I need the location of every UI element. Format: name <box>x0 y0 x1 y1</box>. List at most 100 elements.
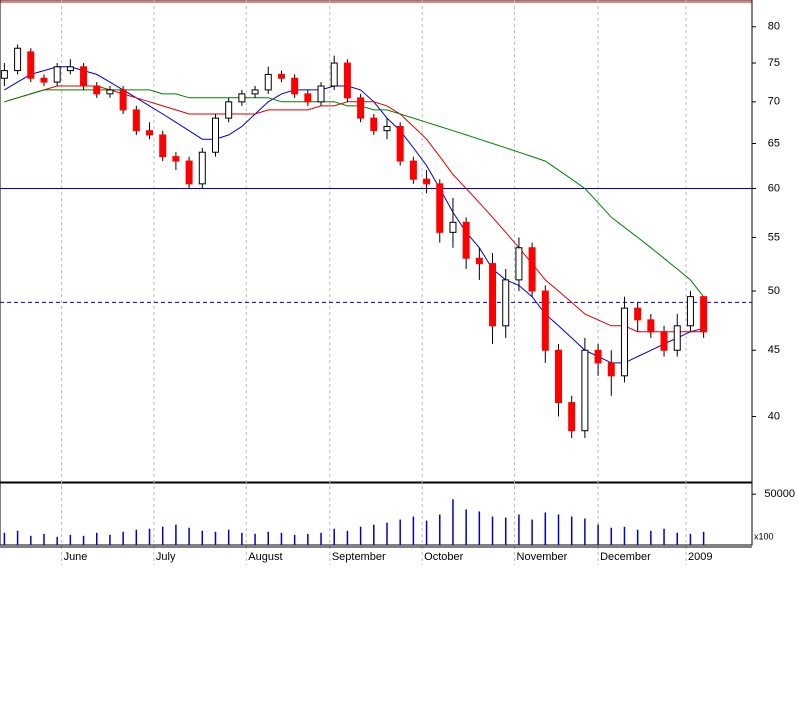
plot <box>0 44 752 545</box>
y-tick-label: 45 <box>768 344 780 356</box>
volume-bar <box>254 533 256 545</box>
volume-bar <box>676 532 678 545</box>
x-tick-label: November <box>517 551 568 563</box>
candle-body <box>620 307 628 377</box>
candle-body <box>185 160 193 185</box>
volume-bar <box>531 519 533 545</box>
candle-body <box>277 73 285 79</box>
volume-bar <box>122 531 124 545</box>
x-tick-label: June <box>64 551 88 563</box>
candle-body <box>251 89 259 95</box>
candle-body <box>172 156 180 162</box>
volume-bar <box>109 534 111 545</box>
candle-body <box>198 151 206 185</box>
x-tick-label: August <box>248 551 282 563</box>
x-tick-label: 2009 <box>688 551 712 563</box>
volume-bar <box>16 530 19 545</box>
candle-body <box>449 221 457 233</box>
volume-bar <box>386 522 388 545</box>
candle-body <box>225 101 233 119</box>
volume-bar <box>557 514 560 545</box>
candle-body <box>581 349 589 432</box>
x-tick-label: September <box>332 551 386 563</box>
candle-body <box>146 130 154 136</box>
price-panel <box>0 0 753 483</box>
volume-bar <box>425 520 428 545</box>
candle-body <box>106 89 114 95</box>
y-tick-label: 80 <box>768 21 780 33</box>
candle-body <box>132 109 140 132</box>
candle-body <box>607 362 615 377</box>
volume-bar <box>373 524 375 545</box>
candle-body <box>462 221 470 259</box>
candle-body <box>594 349 602 364</box>
candle-body <box>475 257 483 265</box>
candle-body <box>489 263 497 327</box>
candle-body <box>93 85 101 95</box>
candle-body <box>634 307 642 321</box>
volume-bar <box>439 514 441 545</box>
volume-bar <box>56 536 58 545</box>
candle-body <box>541 290 549 351</box>
volume-bar <box>95 532 98 545</box>
volume-bar <box>320 532 322 545</box>
candle-body <box>647 319 655 333</box>
candle-body <box>568 402 576 432</box>
y-tick-label: 70 <box>768 96 780 108</box>
candle-body <box>317 85 325 103</box>
volume-bar <box>412 516 415 545</box>
candle-body <box>291 77 299 95</box>
volume-bar <box>610 527 613 545</box>
volume-bar <box>504 517 507 545</box>
x-tick-label: October <box>424 551 463 563</box>
candle-body <box>14 47 22 72</box>
candle-body <box>383 125 391 132</box>
volume-bar <box>188 527 190 545</box>
candle-body <box>211 117 219 153</box>
volume-bar <box>584 518 586 545</box>
candle-body <box>304 93 312 103</box>
volume-bar <box>82 535 85 545</box>
candle-body <box>660 331 668 351</box>
volume-bar <box>175 524 177 545</box>
candle-body <box>27 51 35 79</box>
y-tick-label: 55 <box>768 231 780 243</box>
volume-bar <box>570 516 573 545</box>
volume-bar <box>307 533 309 545</box>
volume-bar <box>689 533 692 545</box>
volume-bar <box>346 530 349 545</box>
volume-bar <box>359 526 362 545</box>
volume-bar <box>135 529 138 545</box>
volume-bar <box>161 526 164 545</box>
candle-body <box>238 93 246 103</box>
candle-body <box>409 160 417 180</box>
grid <box>0 0 756 565</box>
candle-body <box>119 89 127 111</box>
volume-bar <box>280 532 283 545</box>
volume-unit-label: x100 <box>754 531 774 541</box>
volume-bar <box>478 511 481 545</box>
candle-body <box>0 70 8 79</box>
candle-body <box>159 134 167 158</box>
volume-bar <box>544 512 547 545</box>
volume-bar <box>30 535 32 545</box>
candle-body <box>515 247 523 281</box>
candle-body <box>343 62 351 99</box>
volume-panel <box>0 482 753 546</box>
volume-bar <box>227 529 230 545</box>
volume-bar <box>650 530 652 545</box>
volume-bar <box>491 516 494 545</box>
volume-bar <box>148 528 151 545</box>
x-tick-label: July <box>156 551 176 563</box>
volume-bar <box>201 530 204 545</box>
volume-bar <box>69 534 72 545</box>
y-tick-label: 50 <box>768 285 780 297</box>
candle-body <box>40 77 48 83</box>
volume-bar <box>663 528 665 545</box>
y-tick-label: 40 <box>768 410 780 422</box>
candle-body <box>700 296 708 333</box>
volume-bar <box>702 531 705 545</box>
candle-body <box>80 66 88 87</box>
candle-body <box>502 279 510 327</box>
